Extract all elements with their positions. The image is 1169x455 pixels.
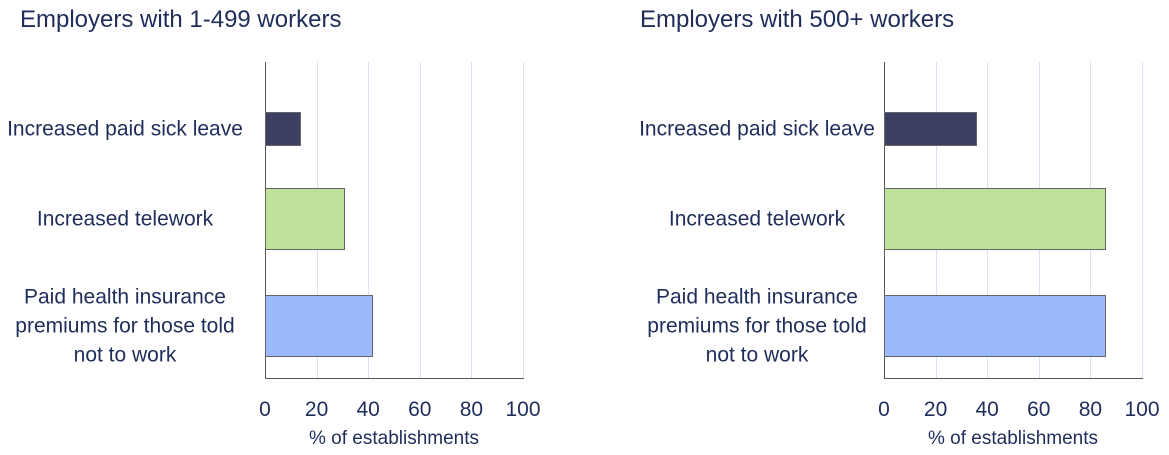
category-label: Paid health insurance premiums for those… bbox=[15, 285, 235, 367]
x-tick-label: 0 bbox=[878, 398, 890, 421]
x-tick-label: 60 bbox=[408, 398, 432, 421]
x-tick-label: 60 bbox=[1027, 398, 1051, 421]
x-tick-label: 20 bbox=[304, 398, 329, 421]
grid-line bbox=[368, 62, 370, 378]
chart-title: Employers with 500+ workers bbox=[640, 6, 955, 33]
grid-line bbox=[419, 62, 421, 378]
bar bbox=[265, 112, 302, 146]
grid-line bbox=[1142, 62, 1143, 378]
bar bbox=[265, 295, 374, 357]
chart-title: Employers with 1-499 workers bbox=[20, 6, 342, 33]
category-label: Increased paid sick leave bbox=[7, 117, 243, 141]
x-tick-label: 80 bbox=[1078, 398, 1103, 421]
category-label: Increased telework bbox=[668, 207, 846, 231]
bar bbox=[884, 295, 1106, 357]
bar bbox=[884, 112, 977, 146]
bar bbox=[884, 188, 1106, 250]
x-axis-line bbox=[265, 378, 524, 379]
x-axis-title: % of establishments bbox=[308, 428, 480, 449]
category-label: Paid health insurance premiums for those… bbox=[647, 285, 867, 367]
x-tick-label: 40 bbox=[356, 398, 380, 421]
x-axis-title: % of establishments bbox=[927, 428, 1099, 449]
grid-line bbox=[471, 62, 473, 378]
x-axis-line bbox=[884, 378, 1143, 379]
x-tick-label: 20 bbox=[923, 398, 948, 421]
x-tick-label: 100 bbox=[1124, 398, 1160, 421]
grid-line bbox=[523, 62, 524, 378]
category-label: Increased paid sick leave bbox=[639, 117, 875, 141]
category-label: Increased telework bbox=[36, 207, 214, 231]
x-tick-label: 40 bbox=[975, 398, 999, 421]
bar bbox=[265, 188, 345, 250]
x-tick-label: 100 bbox=[505, 398, 541, 421]
x-tick-label: 80 bbox=[459, 398, 484, 421]
x-tick-label: 0 bbox=[259, 398, 271, 421]
